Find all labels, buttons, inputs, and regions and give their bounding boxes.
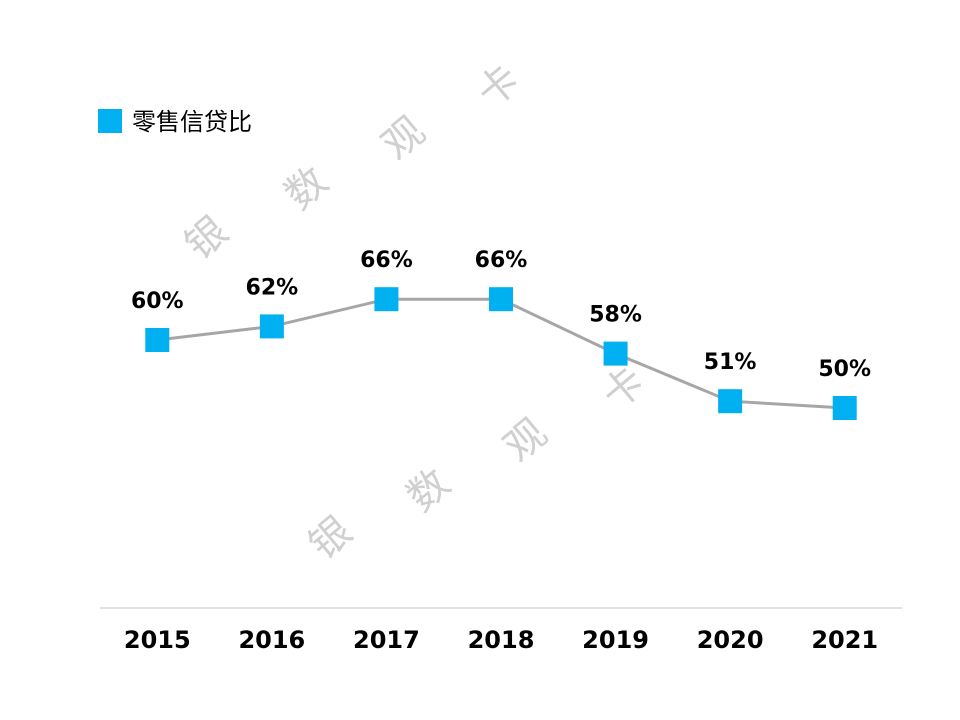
data-label: 60% (131, 289, 184, 314)
legend-label: 零售信贷比 (132, 108, 252, 136)
marker (374, 287, 399, 312)
x-tick-label: 2015 (124, 626, 191, 654)
marker (259, 314, 284, 339)
marker (145, 328, 170, 352)
x-tick-label: 2017 (353, 626, 420, 654)
data-label: 62% (246, 275, 299, 300)
x-tick-label: 2021 (811, 626, 878, 654)
legend-swatch (98, 109, 122, 133)
marker (718, 389, 743, 414)
data-label: 51% (704, 350, 757, 375)
data-label: 66% (360, 248, 413, 273)
x-tick-label: 2019 (582, 626, 649, 654)
marker (832, 396, 857, 420)
data-label: 66% (475, 248, 528, 273)
data-label: 58% (589, 303, 642, 328)
x-tick-label: 2016 (238, 626, 305, 654)
x-tick-label: 2018 (468, 626, 535, 654)
x-tick-label: 2020 (697, 626, 764, 654)
data-label: 50% (818, 357, 871, 382)
marker (603, 341, 628, 366)
marker (489, 287, 513, 312)
